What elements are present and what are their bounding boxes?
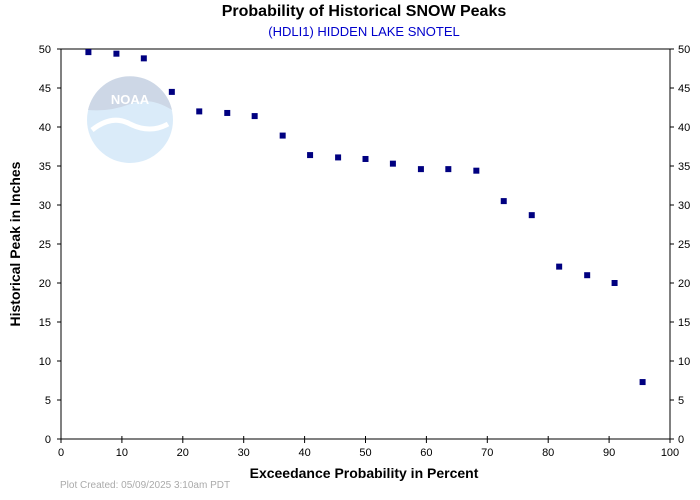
data-point xyxy=(473,167,480,174)
x-axis-label: Exceedance Probability in Percent xyxy=(250,465,479,481)
x-tick-label: 10 xyxy=(116,447,128,459)
y-tick-label-left: 50 xyxy=(39,44,51,56)
y-tick-label-right: 15 xyxy=(678,317,690,329)
data-points xyxy=(85,49,646,386)
y-tick-label-right: 30 xyxy=(678,200,690,212)
y-tick-label-right: 50 xyxy=(678,44,690,56)
y-tick-label-left: 5 xyxy=(45,395,51,407)
data-point xyxy=(417,166,424,173)
y-tick-label-left: 40 xyxy=(39,122,51,134)
x-tick-label: 70 xyxy=(481,447,493,459)
noaa-logo-text: NOAA xyxy=(111,92,150,107)
x-tick-label: 20 xyxy=(177,447,189,459)
data-point xyxy=(224,109,231,116)
y-tick-label-right: 40 xyxy=(678,122,690,134)
y-tick-label-left: 25 xyxy=(39,239,51,251)
y-tick-label-left: 20 xyxy=(39,278,51,290)
data-point xyxy=(140,55,147,62)
data-point xyxy=(307,152,314,159)
x-tick-label: 50 xyxy=(359,447,371,459)
plot-created-footnote: Plot Created: 05/09/2025 3:10am PDT xyxy=(60,480,230,491)
x-tick-label: 90 xyxy=(603,447,615,459)
x-tick-label: 30 xyxy=(238,447,250,459)
y-tick-label-left: 45 xyxy=(39,83,51,95)
y-tick-label-right: 20 xyxy=(678,278,690,290)
data-point xyxy=(389,160,396,167)
y-axis-label: Historical Peak in Inches xyxy=(7,161,23,326)
x-tick-label: 80 xyxy=(542,447,554,459)
data-point xyxy=(196,108,203,115)
y-tick-label-right: 25 xyxy=(678,239,690,251)
x-tick-label: 60 xyxy=(420,447,432,459)
data-point xyxy=(335,154,342,161)
y-tick-label-left: 30 xyxy=(39,200,51,212)
data-point xyxy=(500,198,507,205)
x-tick-label: 0 xyxy=(58,447,64,459)
data-point xyxy=(168,88,175,95)
y-tick-label-left: 35 xyxy=(39,161,51,173)
y-tick-label-right: 10 xyxy=(678,356,690,368)
data-point xyxy=(445,166,452,173)
data-point xyxy=(85,49,92,56)
data-point xyxy=(611,280,618,286)
chart-subtitle: (HDLI1) HIDDEN LAKE SNOTEL xyxy=(268,24,459,39)
data-point xyxy=(584,272,591,279)
y-tick-label-right: 35 xyxy=(678,161,690,173)
data-point xyxy=(639,379,646,386)
y-tick-label-left: 15 xyxy=(39,317,51,329)
data-point xyxy=(362,155,369,162)
y-tick-label-right: 0 xyxy=(678,434,684,446)
data-point xyxy=(251,113,258,120)
y-tick-label-right: 5 xyxy=(678,395,684,407)
x-tick-label: 100 xyxy=(661,447,679,459)
y-tick-label-left: 0 xyxy=(45,434,51,446)
data-point xyxy=(279,132,286,139)
data-point xyxy=(528,212,535,219)
data-point xyxy=(113,50,120,57)
noaa-logo: NOAA xyxy=(87,76,173,163)
y-tick-label-right: 45 xyxy=(678,83,690,95)
y-tick-label-left: 10 xyxy=(39,356,51,368)
chart-title: Probability of Historical SNOW Peaks xyxy=(222,3,507,20)
data-point xyxy=(556,263,563,270)
x-tick-label: 40 xyxy=(298,447,310,459)
